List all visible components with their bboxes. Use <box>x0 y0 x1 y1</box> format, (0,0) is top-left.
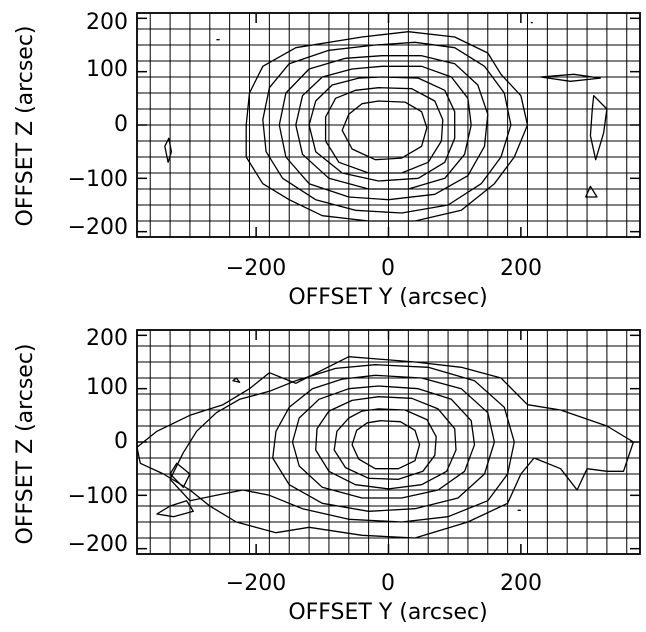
top-contour-5 <box>308 76 456 182</box>
bottom-x-axis-label: OFFSET Y (arcsec) <box>288 600 487 625</box>
bottom-plot-frame <box>136 329 641 555</box>
top-grid <box>137 12 640 238</box>
top-contour-3 <box>278 55 489 201</box>
bottom-x-tick-labels: −200 0 200 <box>226 571 542 596</box>
bottom-y-tick-label-neg200: −200 <box>68 532 128 557</box>
top-contour-island-4 <box>585 185 598 198</box>
bottom-contour-7 <box>351 420 421 470</box>
top-x-tick-label-200: 200 <box>500 256 542 281</box>
top-x-axis-label: OFFSET Y (arcsec) <box>288 285 487 310</box>
bottom-contour-4 <box>291 385 476 499</box>
top-panel: −200 0 200 200 100 0 −100 −200 OFFSET Y … <box>13 10 641 310</box>
top-contour-island-1 <box>164 137 173 163</box>
bottom-contour-island-1 <box>169 462 191 488</box>
bottom-x-tick-label-200: 200 <box>500 571 542 596</box>
top-contour-6 <box>324 87 444 174</box>
top-y-tick-label-0: 0 <box>114 112 128 137</box>
top-contour-1 <box>245 31 529 222</box>
bottom-y-tick-label-200: 200 <box>86 326 128 351</box>
top-contour-island-2 <box>540 73 601 82</box>
bottom-grid <box>137 329 640 555</box>
top-y-tick-label-200: 200 <box>86 10 128 35</box>
bottom-contour-5 <box>315 396 457 490</box>
bottom-plot-area <box>136 329 641 555</box>
bottom-contour-island-3 <box>232 377 241 383</box>
top-y-tick-label-neg100: −100 <box>68 167 128 192</box>
top-contour-4 <box>295 65 472 190</box>
bottom-y-axis-label: OFFSET Z (arcsec) <box>13 344 38 545</box>
top-y-axis-label: OFFSET Z (arcsec) <box>13 26 38 227</box>
top-contours <box>164 21 608 222</box>
bottom-contour-6 <box>333 408 437 480</box>
bottom-y-tick-labels: 200 100 0 −100 −200 <box>68 326 128 557</box>
bottom-x-tick-label-0: 0 <box>381 571 395 596</box>
bottom-panel: −200 0 200 200 100 0 −100 −200 OFFSET Y … <box>13 326 641 625</box>
bottom-y-tick-label-0: 0 <box>114 429 128 454</box>
bottom-y-tick-label-100: 100 <box>86 375 128 400</box>
bottom-y-tick-label-neg100: −100 <box>68 484 128 509</box>
bottom-contour-island-2 <box>156 500 194 518</box>
bottom-contours <box>136 356 635 539</box>
bottom-contour-2 <box>169 364 515 523</box>
top-contour-7 <box>341 100 428 161</box>
top-plot-area <box>136 12 641 238</box>
top-y-tick-label-100: 100 <box>86 57 128 82</box>
bottom-contour-3 <box>272 374 496 512</box>
bottom-contour-1 <box>136 356 635 539</box>
top-ticks <box>137 13 640 237</box>
top-y-tick-labels: 200 100 0 −100 −200 <box>68 10 128 240</box>
top-contour-island-3 <box>589 95 608 161</box>
top-x-tick-label-0: 0 <box>381 256 395 281</box>
bottom-x-tick-label-neg200: −200 <box>226 571 286 596</box>
bottom-ticks <box>137 330 640 554</box>
top-x-tick-label-neg200: −200 <box>226 256 286 281</box>
top-contour-2 <box>262 41 512 214</box>
top-x-tick-labels: −200 0 200 <box>226 256 542 281</box>
top-plot-frame <box>136 12 641 238</box>
top-y-tick-label-neg200: −200 <box>68 215 128 240</box>
